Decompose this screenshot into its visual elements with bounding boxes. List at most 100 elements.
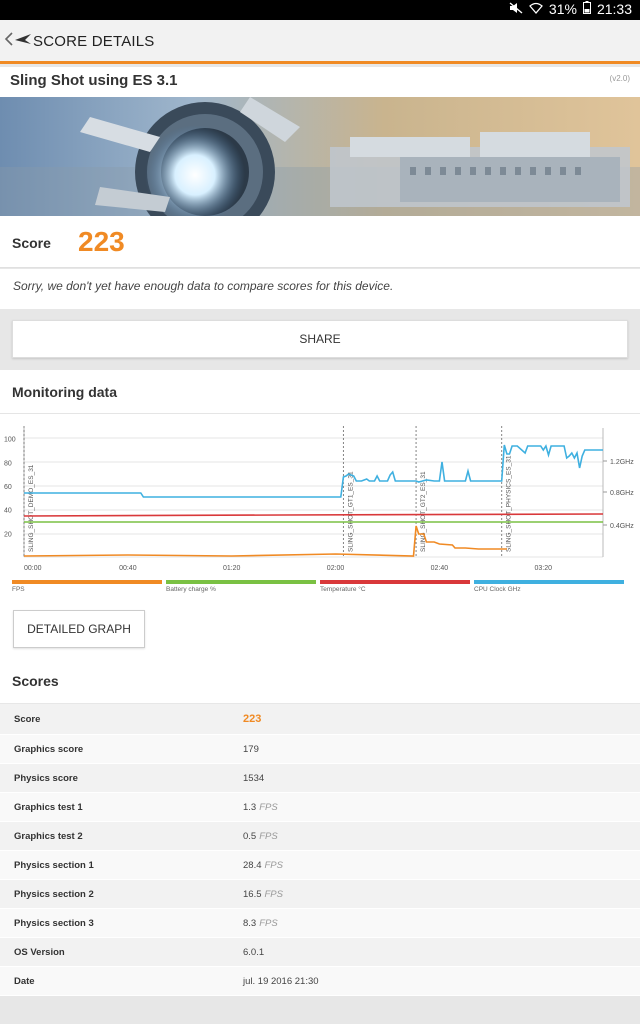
detailed-graph-button[interactable]: DETAILED GRAPH bbox=[13, 610, 145, 648]
x-tick: 02:00 bbox=[327, 565, 345, 572]
y-tick-left: 80 bbox=[4, 460, 12, 467]
x-tick: 02:40 bbox=[431, 565, 449, 572]
legend-swatch bbox=[320, 580, 470, 584]
score-row-value: 6.0.1 bbox=[243, 947, 264, 958]
score-row-unit: FPS bbox=[259, 802, 278, 813]
test-marker-label: SLING_SHOT_DEMO_ES_31 bbox=[28, 464, 35, 552]
x-tick: 00:40 bbox=[119, 565, 137, 572]
table-row: Graphics test 2 0.5 FPS bbox=[0, 822, 640, 851]
wifi-icon bbox=[528, 1, 543, 17]
legend-label: Battery charge % bbox=[166, 586, 216, 593]
legend-label: FPS bbox=[12, 586, 25, 593]
table-row: Score 223 bbox=[0, 704, 640, 735]
score-row-number: jul. 19 2016 21:30 bbox=[243, 976, 319, 987]
score-row-number: 0.5 bbox=[243, 831, 257, 842]
y-tick-right: 0.8GHz bbox=[610, 490, 634, 497]
monitoring-title: Monitoring data bbox=[12, 384, 117, 400]
y-tick-left: 60 bbox=[4, 484, 12, 491]
score-row-number: 1534 bbox=[243, 773, 265, 784]
score-row-value: 0.5 FPS bbox=[243, 831, 278, 842]
x-tick: 03:20 bbox=[535, 565, 553, 572]
score-row-unit: FPS bbox=[264, 889, 283, 900]
legend-swatch bbox=[474, 580, 624, 584]
divider bbox=[0, 413, 640, 414]
score-row-label: Physics section 3 bbox=[14, 918, 94, 929]
table-row: Graphics score 179 bbox=[0, 735, 640, 764]
y-tick-right: 0.4GHz bbox=[610, 523, 634, 530]
monitoring-chart[interactable]: 100 80 60 40 20 1.2GHz 0.8GHz 0.4GHz 00:00 00:40 0… bbox=[0, 420, 640, 600]
x-tick: 00:00 bbox=[24, 565, 42, 572]
page-title: SCORE DETAILS bbox=[33, 33, 155, 50]
y-tick-right: 1.2GHz bbox=[610, 459, 634, 466]
score-label: Score bbox=[12, 235, 51, 251]
legend-item: Battery charge % bbox=[166, 580, 316, 593]
compare-message-text: Sorry, we don't yet have enough data to … bbox=[13, 279, 394, 293]
test-marker-label: SLING_SHOT_GT1_ES_31 bbox=[347, 471, 354, 552]
legend-label: CPU Clock GHz bbox=[474, 586, 521, 593]
score-row-label: Graphics test 2 bbox=[14, 831, 83, 842]
test-marker-label: SLING_SHOT_PHYSICS_ES_31 bbox=[506, 455, 513, 552]
score-row-label: OS Version bbox=[14, 947, 65, 958]
y-tick-left: 100 bbox=[4, 437, 16, 444]
monitoring-card: Monitoring data 100 80 60 40 20 1.2GHz 0.8GHz 0… bbox=[0, 370, 640, 696]
score-row-number: 179 bbox=[243, 744, 259, 755]
status-bar: 31% 21:33 bbox=[0, 0, 640, 20]
score-row-value: 8.3 FPS bbox=[243, 918, 278, 929]
legend-label: Temperature °C bbox=[320, 586, 366, 593]
score-row-value: 1534 bbox=[243, 773, 264, 784]
score-row-number: 8.3 bbox=[243, 918, 257, 929]
app-logo-icon bbox=[14, 32, 32, 51]
table-row: Physics section 3 8.3 FPS bbox=[0, 909, 640, 938]
test-header bbox=[0, 67, 640, 97]
legend-swatch bbox=[166, 580, 316, 584]
table-row: Date jul. 19 2016 21:30 bbox=[0, 967, 640, 996]
y-tick-left: 40 bbox=[4, 508, 12, 515]
battery-percent: 31% bbox=[548, 1, 577, 17]
score-row-number: 6.0.1 bbox=[243, 947, 265, 958]
score-row-label: Physics score bbox=[14, 773, 78, 784]
table-row: OS Version 6.0.1 bbox=[0, 938, 640, 967]
test-marker-label: SLING_SHOT_GT2_ES_31 bbox=[420, 471, 427, 552]
back-button[interactable] bbox=[4, 32, 32, 51]
score-row-label: Physics section 2 bbox=[14, 889, 94, 900]
score-row-label: Date bbox=[14, 976, 35, 987]
legend-item: Temperature °C bbox=[320, 580, 470, 593]
score-row-label: Score bbox=[14, 714, 41, 725]
test-banner-image bbox=[0, 97, 640, 216]
score-row-value: 223 bbox=[243, 713, 261, 725]
scores-title: Scores bbox=[12, 673, 59, 689]
score-row-value: 1.3 FPS bbox=[243, 802, 278, 813]
score-row-number: 28.4 bbox=[243, 860, 262, 871]
fps-series-line bbox=[23, 525, 507, 557]
score-row-number: 1.3 bbox=[243, 802, 257, 813]
score-row-label: Graphics score bbox=[14, 744, 84, 755]
score-row-label: Graphics test 1 bbox=[14, 802, 83, 813]
table-row: Graphics test 1 1.3 FPS bbox=[0, 793, 640, 822]
x-tick: 01:20 bbox=[223, 565, 241, 572]
score-row-unit: FPS bbox=[264, 860, 283, 871]
score-row-number: 16.5 bbox=[243, 889, 262, 900]
y-tick-left: 20 bbox=[4, 531, 12, 538]
test-version: (v2.0) bbox=[609, 74, 630, 83]
temperature-series-line bbox=[23, 513, 604, 517]
score-row: Score 223 bbox=[0, 216, 640, 268]
app-bar: SCORE DETAILS bbox=[0, 20, 640, 64]
battery-icon bbox=[582, 1, 591, 17]
scores-table: Score 223 Graphics score 179 Physics score 15… bbox=[0, 704, 640, 996]
compare-message: Sorry, we don't yet have enough data to … bbox=[0, 269, 640, 309]
table-row: Physics section 1 28.4 FPS bbox=[0, 851, 640, 880]
legend-swatch bbox=[12, 580, 162, 584]
scores-header bbox=[0, 665, 640, 703]
score-row-value: 16.5 FPS bbox=[243, 889, 283, 900]
chart-legend: FPS Battery charge % Temperature °C CPU … bbox=[12, 580, 632, 600]
score-row-number: 223 bbox=[243, 713, 262, 725]
cpu-clock-series-line bbox=[24, 444, 603, 498]
score-row-value: jul. 19 2016 21:30 bbox=[243, 976, 319, 987]
clock: 21:33 bbox=[596, 1, 632, 17]
table-row: Physics section 2 16.5 FPS bbox=[0, 880, 640, 909]
back-arrow-icon bbox=[4, 32, 14, 51]
share-button[interactable]: SHARE bbox=[12, 320, 628, 358]
legend-item: CPU Clock GHz bbox=[474, 580, 624, 593]
score-row-label: Physics section 1 bbox=[14, 860, 94, 871]
mute-icon bbox=[509, 1, 523, 17]
